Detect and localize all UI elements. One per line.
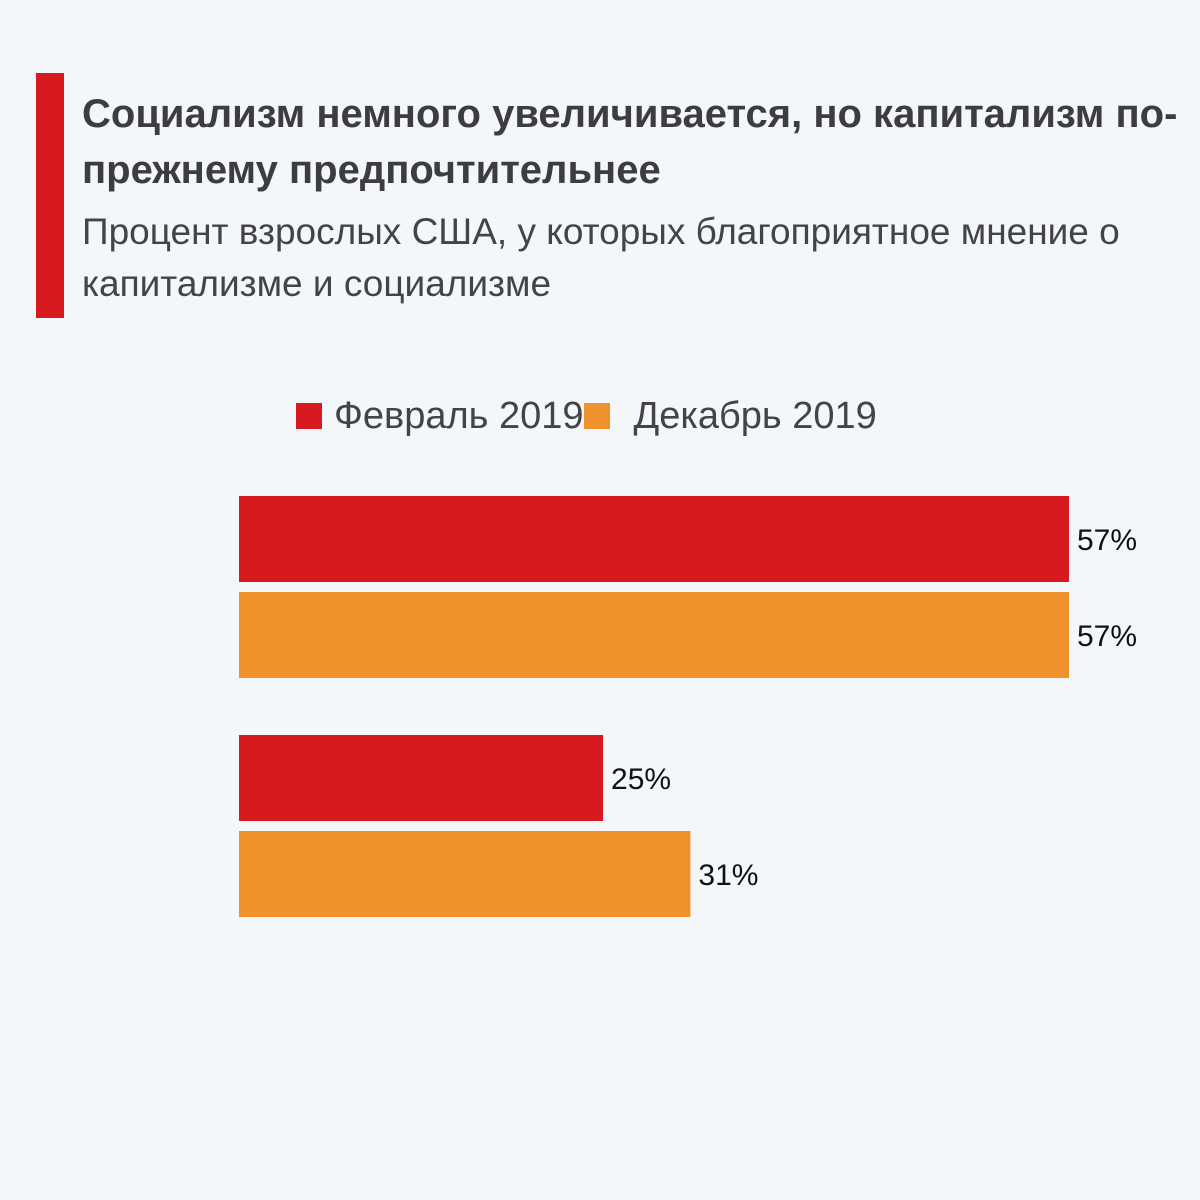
bar-value-label: 57%	[1077, 524, 1137, 557]
bar-december-2	[239, 831, 691, 917]
bar-value-label: 25%	[611, 763, 671, 796]
bar-december-1	[239, 592, 1069, 678]
legend-item-february: Февраль 2019	[296, 395, 584, 438]
bar-february-1	[239, 496, 1069, 582]
title-accent-bar	[36, 73, 64, 318]
legend-swatch-december	[583, 403, 610, 429]
chart-subtitle: Процент взрослых США, у которых благопри…	[82, 211, 1120, 304]
legend-item-december: Декабрь 2019	[583, 394, 877, 438]
legend-label-february: Февраль 2019	[334, 394, 584, 437]
bar-february-2	[239, 735, 604, 821]
legend-swatch-february	[296, 403, 322, 429]
chart-legend: Февраль 2019 Декабрь 2019	[296, 392, 877, 440]
bar-value-label: 57%	[1077, 620, 1137, 653]
legend-label-december: Декабрь 2019	[633, 394, 877, 437]
bar-value-label: 31%	[698, 859, 758, 892]
chart-title: Социализм немного увеличивается, но капи…	[82, 92, 1178, 192]
